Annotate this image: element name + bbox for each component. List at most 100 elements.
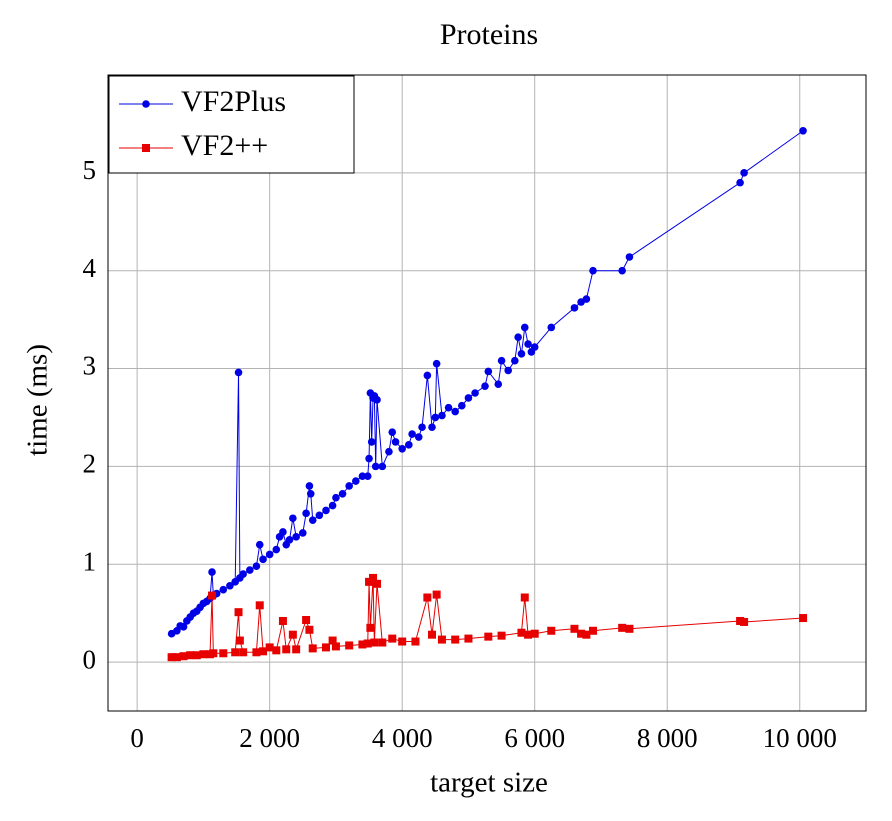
marker <box>799 126 807 135</box>
marker <box>517 628 526 637</box>
marker <box>437 635 446 644</box>
legend-swatch <box>119 144 173 152</box>
marker <box>367 438 376 446</box>
marker <box>451 407 459 416</box>
marker <box>328 636 337 645</box>
marker <box>289 514 297 523</box>
marker <box>332 493 340 502</box>
marker <box>373 396 381 404</box>
y-tick-label: 5 <box>83 155 97 185</box>
marker <box>589 626 598 635</box>
marker <box>192 651 201 660</box>
legend-label: VF2++ <box>181 129 268 162</box>
marker <box>378 638 387 647</box>
marker <box>740 617 749 626</box>
marker <box>219 649 228 658</box>
marker <box>504 366 513 375</box>
marker <box>524 340 532 348</box>
marker <box>391 438 400 446</box>
x-tick-label: 8 000 <box>637 723 698 753</box>
marker <box>239 648 248 657</box>
marker <box>378 462 387 471</box>
marker <box>272 545 281 554</box>
x-tick-label: 10 000 <box>763 723 837 753</box>
marker <box>458 401 466 410</box>
marker <box>625 253 634 261</box>
marker <box>408 430 416 438</box>
marker <box>265 550 274 559</box>
marker <box>282 645 291 654</box>
marker <box>363 639 372 648</box>
marker <box>530 343 539 351</box>
marker <box>520 593 529 602</box>
marker <box>209 649 218 658</box>
marker <box>142 144 150 152</box>
marker <box>208 591 217 600</box>
marker <box>428 630 437 639</box>
marker <box>285 535 294 544</box>
marker <box>279 528 287 536</box>
marker <box>570 304 579 312</box>
marker <box>464 634 473 643</box>
marker <box>245 566 254 574</box>
marker <box>423 371 432 380</box>
y-tick-label: 1 <box>83 546 97 576</box>
marker <box>547 323 556 332</box>
marker <box>302 509 310 518</box>
marker <box>305 625 314 634</box>
marker <box>497 356 506 365</box>
marker <box>438 411 446 420</box>
marker <box>259 555 267 564</box>
series <box>167 126 807 638</box>
marker <box>306 489 315 498</box>
marker <box>398 444 406 453</box>
marker <box>431 413 440 422</box>
legend-swatch <box>119 100 173 108</box>
marker <box>514 333 522 342</box>
marker <box>345 482 353 490</box>
y-tick-label: 4 <box>83 253 97 283</box>
marker <box>625 624 634 633</box>
marker <box>464 394 473 402</box>
series <box>167 573 808 662</box>
marker <box>235 636 244 645</box>
marker <box>208 568 216 576</box>
marker <box>484 632 493 641</box>
x-tick-label: 6 000 <box>504 723 565 753</box>
marker <box>471 389 479 397</box>
marker <box>405 441 413 449</box>
marker <box>252 562 261 570</box>
marker <box>308 516 317 524</box>
marker <box>292 533 300 541</box>
marker <box>259 647 268 656</box>
marker <box>358 472 367 480</box>
x-tick-label: 4 000 <box>372 723 433 753</box>
marker <box>321 643 330 652</box>
marker <box>388 634 397 643</box>
marker <box>418 423 426 432</box>
marker <box>414 433 423 441</box>
marker <box>172 653 181 662</box>
marker <box>331 642 340 651</box>
marker <box>530 629 539 638</box>
marker <box>517 350 526 358</box>
marker <box>292 645 301 654</box>
marker <box>226 581 234 590</box>
marker <box>385 447 393 456</box>
marker <box>570 624 579 633</box>
marker <box>252 648 261 657</box>
marker <box>186 651 195 660</box>
marker <box>444 403 453 412</box>
marker <box>370 638 379 647</box>
marker <box>199 650 208 659</box>
x-tick-label: 0 <box>130 723 144 753</box>
marker <box>740 169 748 177</box>
marker <box>328 501 337 510</box>
marker <box>494 380 503 388</box>
legend: VF2Plus VF2++ <box>108 75 355 174</box>
marker <box>315 511 324 520</box>
marker <box>255 540 264 549</box>
y-tick-label: 0 <box>83 644 97 674</box>
marker <box>365 454 373 463</box>
